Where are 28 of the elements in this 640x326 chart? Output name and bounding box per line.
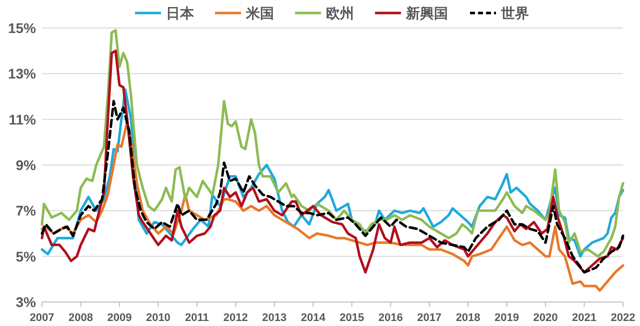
y-tick-label: 15% (8, 20, 37, 36)
y-tick-label: 11% (8, 111, 37, 128)
x-tick-label: 2021 (572, 312, 597, 324)
x-tick-label: 2010 (146, 312, 170, 324)
x-tick-label: 2020 (533, 312, 558, 324)
x-tick-label: 2013 (262, 312, 287, 324)
x-tick-label: 2015 (340, 312, 364, 324)
legend-label: 世界 (500, 5, 529, 21)
x-tick-label: 2017 (417, 312, 442, 324)
y-tick-label: 13% (8, 66, 37, 82)
y-tick-label: 5% (16, 248, 37, 264)
legend-label: 日本 (166, 5, 195, 21)
x-tick-label: 2009 (107, 312, 132, 324)
legend-label: 欧州 (326, 5, 354, 21)
x-tick-label: 2014 (300, 312, 326, 324)
x-tick-label: 2011 (184, 312, 209, 324)
x-tick-label: 2012 (223, 312, 248, 324)
x-tick-label: 2016 (378, 312, 403, 324)
y-tick-label: 7% (16, 202, 37, 219)
y-tick-label: 9% (16, 157, 37, 173)
x-tick-label: 2022 (610, 312, 636, 324)
legend-label: 米国 (245, 5, 274, 21)
y-tick-label: 3% (16, 294, 37, 310)
x-tick-label: 2019 (494, 312, 520, 324)
x-tick-label: 2008 (68, 312, 93, 324)
x-tick-label: 2018 (456, 312, 480, 324)
legend-label: 新興国 (405, 5, 448, 21)
x-tick-label: 2007 (30, 312, 54, 324)
